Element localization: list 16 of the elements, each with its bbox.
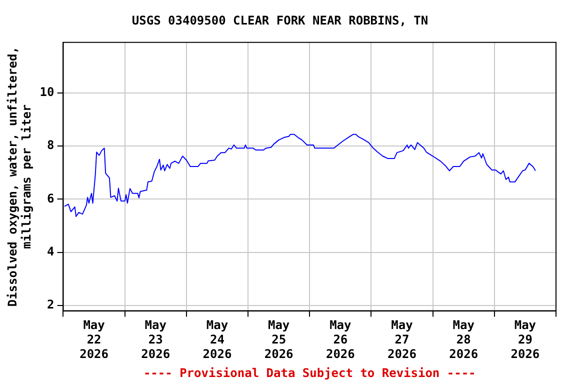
y-tick-label: 10 [40, 85, 54, 100]
x-tick-label: May 27 2026 [388, 318, 416, 361]
x-tick-label: May 22 2026 [80, 318, 108, 361]
y-tick-label: 6 [47, 191, 54, 206]
x-tick-label: May 26 2026 [326, 318, 355, 361]
y-tick-label: 8 [47, 138, 54, 152]
x-tick-label: May 24 2026 [202, 318, 232, 361]
x-tick-label: May 23 2026 [141, 318, 170, 361]
y-axis-title: Dissolved oxygen, water, unfiltered, milligrams per liter [5, 46, 34, 307]
x-tick-label: May 28 2026 [449, 318, 478, 361]
chart-title: USGS 03409500 CLEAR FORK NEAR ROBBINS, TN [132, 13, 428, 28]
y-tick-label: 4 [47, 244, 54, 258]
x-tick-label: May 29 2026 [510, 318, 540, 361]
y-tick-label: 2 [47, 298, 54, 312]
text: ---- Provisional Data Subject to Revision ---- [143, 366, 476, 380]
x-tick-label: May 25 2026 [264, 318, 294, 361]
